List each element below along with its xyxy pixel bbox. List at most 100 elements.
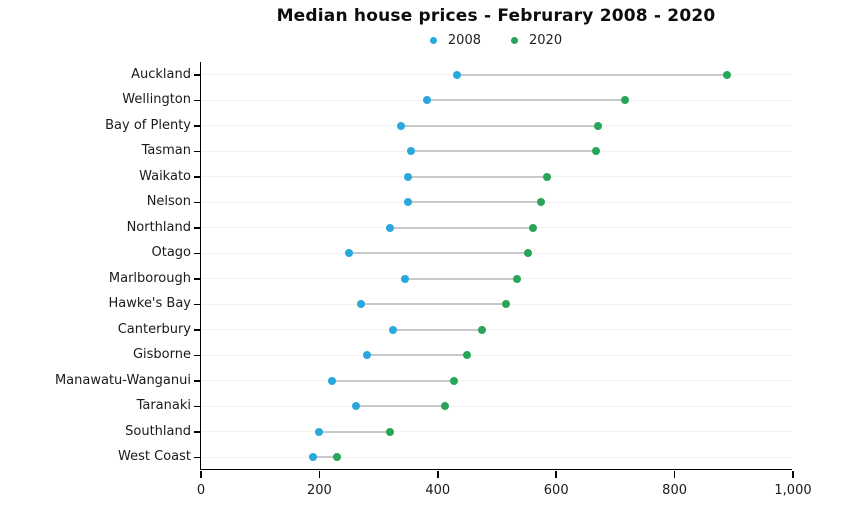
chart-title: Median house prices - Februrary 2008 - 2… — [276, 6, 716, 26]
x-axis-tick-label: 1,000 — [774, 483, 812, 498]
y-axis-label: Northland — [126, 219, 191, 235]
dumbbell-connector — [355, 405, 445, 408]
y-axis-label: Manawatu-Wanganui — [54, 372, 191, 388]
data-point-2008[interactable] — [407, 147, 416, 156]
y-axis-tick — [194, 176, 201, 178]
y-axis-tick — [194, 329, 201, 331]
data-point-2020[interactable] — [385, 427, 394, 436]
y-axis-label: Marlborough — [108, 270, 191, 286]
y-axis-label: Otago — [151, 245, 191, 261]
y-axis-tick — [194, 278, 201, 280]
row-gridline — [201, 431, 792, 433]
data-point-2008[interactable] — [423, 96, 432, 105]
y-axis-label: Canterbury — [117, 321, 191, 337]
data-point-2020[interactable] — [543, 172, 552, 181]
x-axis-tick — [792, 470, 794, 478]
data-point-2020[interactable] — [722, 70, 731, 79]
x-axis-tick-label: 400 — [425, 483, 451, 498]
data-point-2020[interactable] — [449, 376, 458, 385]
legend-item-2008[interactable]: 2008 — [429, 33, 481, 48]
y-axis-tick — [194, 303, 201, 305]
y-axis-tick — [194, 74, 201, 76]
dumbbell-connector — [393, 328, 482, 331]
legend-label-2020: 2020 — [529, 33, 563, 48]
legend-dot-2020-icon — [511, 37, 518, 44]
plot-area: Auckland Wellington Bay of Plenty Tasman Wai… — [55, 62, 812, 498]
y-axis-label: Auckland — [131, 66, 191, 82]
dumbbell-connector — [331, 379, 454, 382]
data-point-2008[interactable] — [397, 121, 406, 130]
data-point-2008[interactable] — [356, 300, 365, 309]
x-axis-tick-label: 800 — [662, 483, 688, 498]
y-axis-tick — [194, 456, 201, 458]
x-axis-tick — [673, 470, 676, 478]
data-point-2020[interactable] — [512, 274, 521, 283]
data-point-2020[interactable] — [523, 249, 532, 258]
data-point-2020[interactable] — [591, 147, 600, 156]
dumbbell-connector — [401, 124, 599, 127]
dumbbell-connector — [411, 150, 596, 153]
data-point-2020[interactable] — [528, 223, 537, 232]
data-point-2020[interactable] — [537, 198, 546, 207]
y-axis-label: Nelson — [146, 194, 191, 210]
data-point-2008[interactable] — [345, 249, 353, 258]
x-axis-tick-label: 0 — [196, 483, 206, 498]
data-point-2008[interactable] — [404, 172, 413, 181]
y-axis-label: Wellington — [122, 92, 191, 108]
dumbbell-connector — [360, 303, 507, 306]
y-axis-tick — [194, 405, 201, 407]
row-gridline — [201, 405, 792, 407]
x-axis-tick-label: 600 — [543, 483, 569, 498]
dumbbell-connector — [313, 456, 337, 459]
y-axis-tick — [194, 201, 201, 203]
y-axis-label: Gisborne — [132, 347, 191, 363]
legend-item-2020[interactable]: 2020 — [511, 33, 562, 48]
x-axis-tick — [437, 470, 439, 478]
dumbbell-connector — [366, 354, 468, 357]
y-axis-tick — [194, 252, 201, 254]
data-point-2020[interactable] — [502, 300, 511, 309]
data-point-2008[interactable] — [401, 274, 410, 283]
data-point-2020[interactable] — [440, 402, 449, 411]
y-axis-tick — [194, 125, 201, 127]
row-gridline — [201, 329, 792, 331]
data-point-2020[interactable] — [477, 325, 486, 334]
row-gridline — [201, 380, 792, 382]
x-axis-tick-label: 200 — [306, 483, 332, 498]
y-axis-tick — [194, 380, 201, 382]
dumbbell-connector — [349, 252, 528, 255]
legend-label-2008: 2008 — [447, 33, 481, 48]
data-point-2008[interactable] — [315, 427, 324, 436]
dumbbell-connector — [456, 73, 727, 76]
y-axis-label: Hawke's Bay — [108, 296, 192, 312]
y-axis-label: West Coast — [118, 449, 191, 465]
data-point-2020[interactable] — [463, 351, 472, 360]
y-axis-tick — [194, 150, 201, 152]
data-point-2020[interactable] — [620, 96, 629, 105]
dumbbell-connector — [405, 277, 517, 280]
row-gridline — [201, 354, 792, 356]
data-point-2008[interactable] — [309, 453, 318, 462]
y-axis-label: Waikato — [139, 168, 191, 184]
y-axis-tick — [194, 354, 201, 356]
data-point-2008[interactable] — [327, 376, 336, 385]
y-axis-tick — [194, 431, 201, 433]
x-axis-tick — [555, 470, 557, 478]
data-point-2008[interactable] — [403, 198, 412, 207]
y-axis-label: Taranaki — [136, 398, 191, 414]
data-point-2020[interactable] — [594, 121, 603, 130]
data-point-2008[interactable] — [389, 325, 398, 334]
data-point-2020[interactable] — [332, 453, 341, 462]
data-point-2008[interactable] — [452, 70, 461, 79]
row-gridline — [201, 456, 792, 458]
data-point-2008[interactable] — [386, 223, 395, 232]
data-point-2008[interactable] — [351, 402, 360, 411]
y-axis-label: Bay of Plenty — [105, 117, 191, 133]
x-axis-tick — [200, 470, 202, 478]
y-axis-tick — [194, 227, 201, 229]
data-point-2008[interactable] — [362, 351, 371, 360]
y-axis-tick — [194, 99, 201, 101]
x-axis-tick — [318, 470, 321, 478]
dumbbell-connector — [319, 430, 390, 433]
y-axis-label: Tasman — [141, 143, 191, 159]
